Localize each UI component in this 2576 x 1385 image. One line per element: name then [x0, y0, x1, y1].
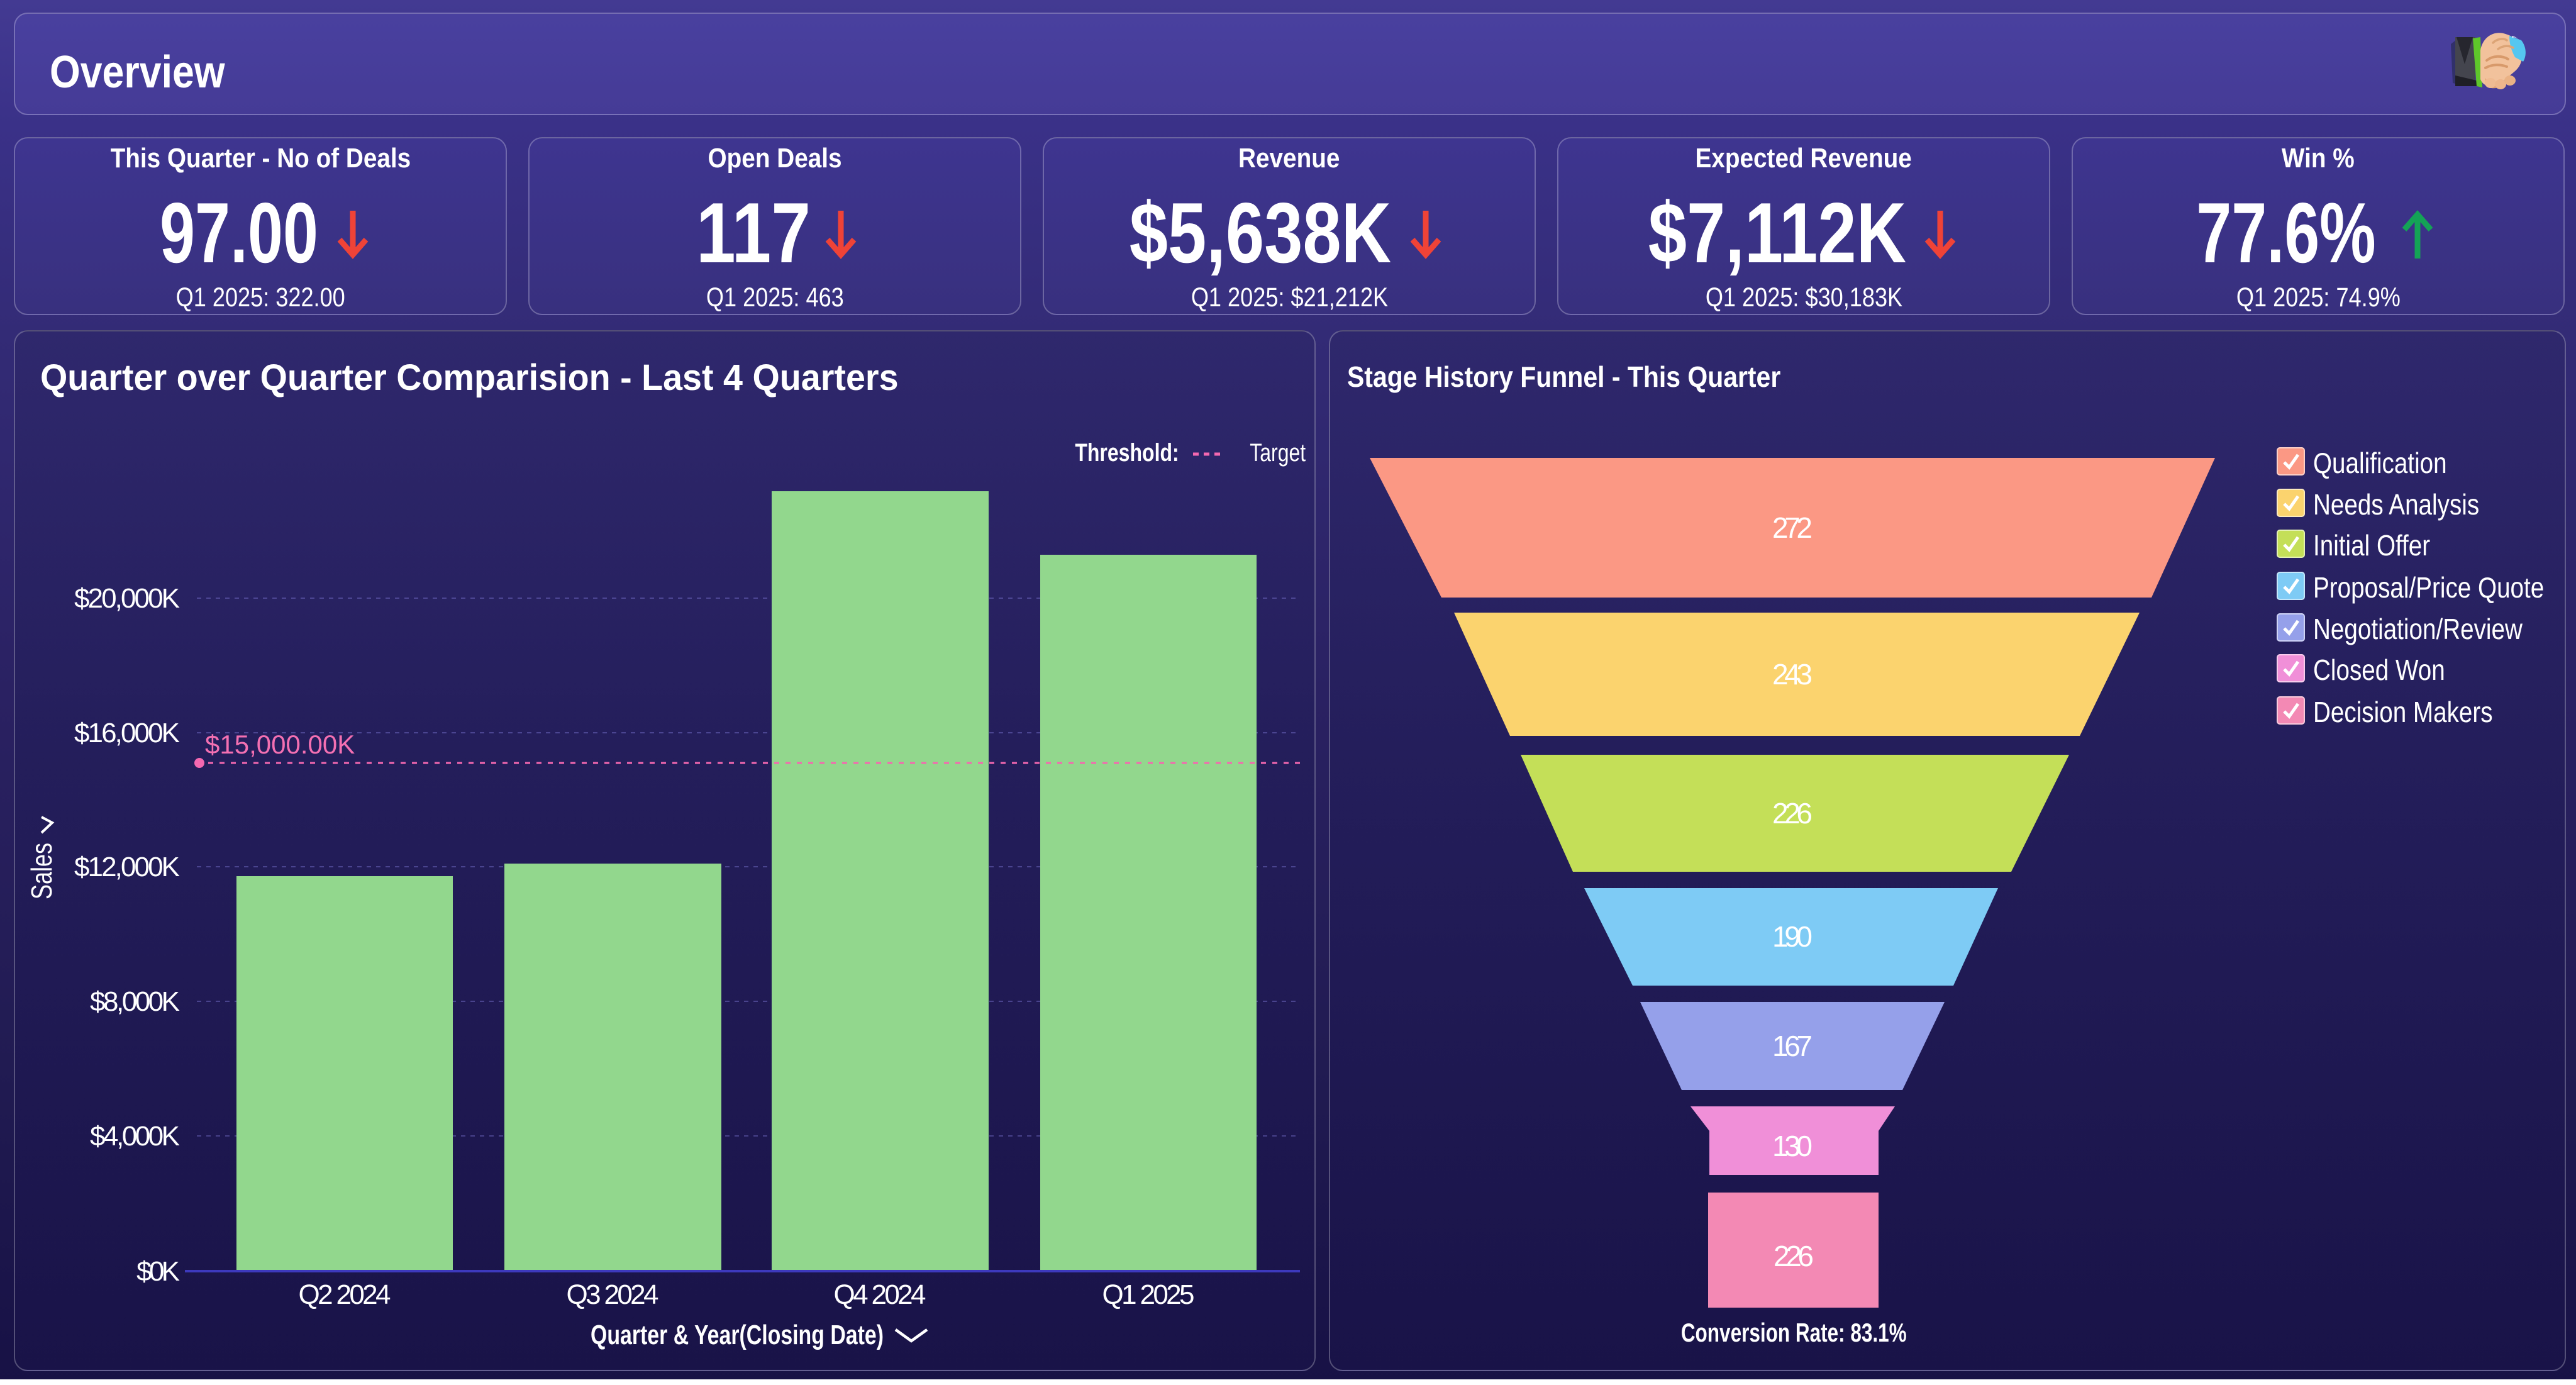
svg-text:$4,000K: $4,000K: [90, 1121, 180, 1152]
svg-text:$0K: $0K: [136, 1256, 180, 1287]
svg-text:$15,000.00K: $15,000.00K: [205, 730, 355, 759]
svg-text:$20,000K: $20,000K: [74, 583, 180, 614]
svg-text:226: 226: [1772, 797, 1813, 830]
svg-text:Q3 2024: Q3 2024: [567, 1279, 659, 1310]
svg-text:243: 243: [1772, 658, 1813, 691]
svg-text:Sales: Sales: [25, 843, 58, 899]
svg-text:Q2 2024: Q2 2024: [299, 1279, 391, 1310]
svg-text:226: 226: [1774, 1240, 1814, 1272]
svg-text:167: 167: [1772, 1030, 1813, 1062]
svg-text:272: 272: [1772, 511, 1813, 544]
svg-text:$8,000K: $8,000K: [90, 986, 180, 1017]
svg-text:$12,000K: $12,000K: [74, 852, 180, 882]
svg-text:Quarter & Year(Closing Date): Quarter & Year(Closing Date): [591, 1320, 884, 1350]
svg-text:190: 190: [1772, 920, 1813, 953]
svg-text:Q4 2024: Q4 2024: [834, 1279, 926, 1310]
svg-text:$16,000K: $16,000K: [74, 718, 180, 748]
svg-text:Q1 2025: Q1 2025: [1102, 1279, 1195, 1310]
svg-text:130: 130: [1772, 1130, 1813, 1162]
